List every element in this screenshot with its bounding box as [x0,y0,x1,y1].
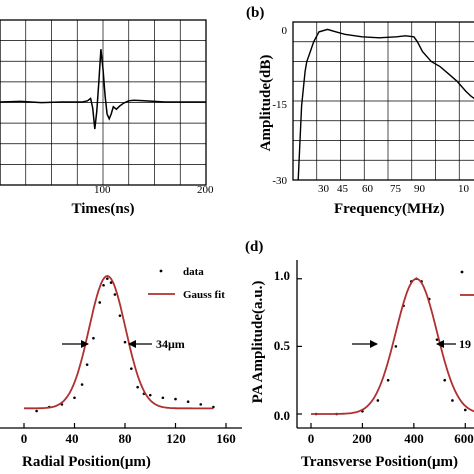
panel-d-ytick: 0.5 [274,338,291,353]
panel-c-data-point [113,293,117,296]
panel-c-data-point [106,277,109,280]
panel-d-x-axis-label: Transverse Position(μm) [301,454,458,470]
panel-c-fwhm-left-arrowhead [81,340,89,348]
panel-b-label: (b) [246,5,264,21]
panel-a-x-axis-label: Times(ns) [71,201,134,217]
panel-d-ytick: 1.0 [274,268,290,283]
panel-b-frequency-response: (b) 0 -15 -30 30 45 60 75 90 10 Frequenc… [246,5,474,217]
panel-c-x-axis-label: Radial Position(μm) [22,454,151,470]
panel-b-xtick: 30 [318,183,330,195]
panel-c-data-point [118,314,122,317]
panel-a-xtick: 100 [94,184,111,196]
panel-c-data-point [174,397,177,401]
panel-c-data-point [161,396,165,400]
panel-b-xtick: 45 [337,183,349,195]
panel-c-legend-fit: Gauss fit [183,289,225,301]
panel-a-signal-line [0,49,206,130]
panel-c-fwhm-right-arrowhead [128,340,136,348]
panel-d-data-point [394,345,398,348]
panel-c-data-point [35,409,38,413]
panel-c-gauss-fit-line [24,275,214,410]
panel-a-time-signal: 100 200 Times(ns) [0,19,214,217]
panel-c-data-point [186,400,190,404]
panel-c-radial-profile: data Gauss fit 34μm 0 40 80 120 160 Radi… [0,266,242,470]
panel-c-data-point [130,367,133,370]
panel-c-xtick: 40 [66,431,79,446]
panel-d-data-point [443,378,447,382]
panel-c-data-point [109,281,113,284]
panel-c-xtick: 80 [119,431,132,446]
panel-d-data-point [435,338,439,341]
panel-c-data-point [136,385,139,389]
panel-c-data-point [123,340,127,344]
panel-d-ticks [297,278,466,428]
panel-c-legend-data-marker [159,269,163,273]
panel-b-xtick: 75 [390,183,402,195]
panel-c-data-point [148,393,152,397]
panel-d-xtick: 0 [308,431,315,446]
panel-d-label: (d) [245,239,263,255]
panel-b-response-line [297,28,474,181]
panel-d-legend-data-marker [460,270,464,274]
panel-c-ticks [23,423,227,428]
panel-d-y-axis-label: PA Amplitude(a.u.) [250,281,266,404]
panel-c-data-point [80,383,84,386]
panel-b-xtick: 60 [362,183,374,195]
panel-d-xtick: 200 [352,431,372,446]
panel-c-data-point [98,301,102,304]
panel-d-ytick: 0.0 [274,408,290,423]
panel-d-xtick: 600 [454,431,474,446]
panel-c-xtick: 120 [166,431,186,446]
panel-c-data-point [102,283,105,287]
panel-d-fwhm-left-arrowhead [370,340,378,348]
panel-d-gauss-fit-line [311,277,474,415]
panel-b-xtick: 90 [414,183,426,195]
panel-d-data-point [463,408,467,412]
panel-c-legend-data: data [183,266,204,278]
panel-a-xtick: 200 [197,184,214,196]
panel-c-data-point [199,403,203,406]
panel-b-grid [293,22,474,180]
panel-d-data-point [386,378,390,382]
panel-b-xtick: 10 [458,183,470,195]
panel-b-ytick: 0 [282,25,288,37]
panel-d-fwhm-right-arrowhead [436,340,444,348]
panel-c-fwhm-label: 34μm [156,337,185,351]
panel-c-data-point [85,363,89,366]
panel-b-x-axis-label: Frequency(MHz) [334,201,445,217]
panel-d-fwhm-label: 19 [459,337,471,351]
panel-c-xtick: 0 [21,431,28,446]
panel-d-data-points [314,277,467,416]
panel-d-data-point [376,399,380,402]
panel-b-y-axis-label: Amplitude(dB) [258,55,274,152]
panel-c-xtick: 160 [216,431,236,446]
panel-c-data-point [92,336,95,340]
panel-b-ytick: -30 [272,175,287,187]
panel-d-data-point [451,399,454,402]
panel-d-xtick: 400 [404,431,424,446]
panel-c-data-point [73,396,76,400]
panel-b-ytick: -15 [272,99,287,111]
panel-d-transverse-profile: (d) 19 1.0 0.5 0.0 0 200 400 600 Transve… [245,239,474,470]
